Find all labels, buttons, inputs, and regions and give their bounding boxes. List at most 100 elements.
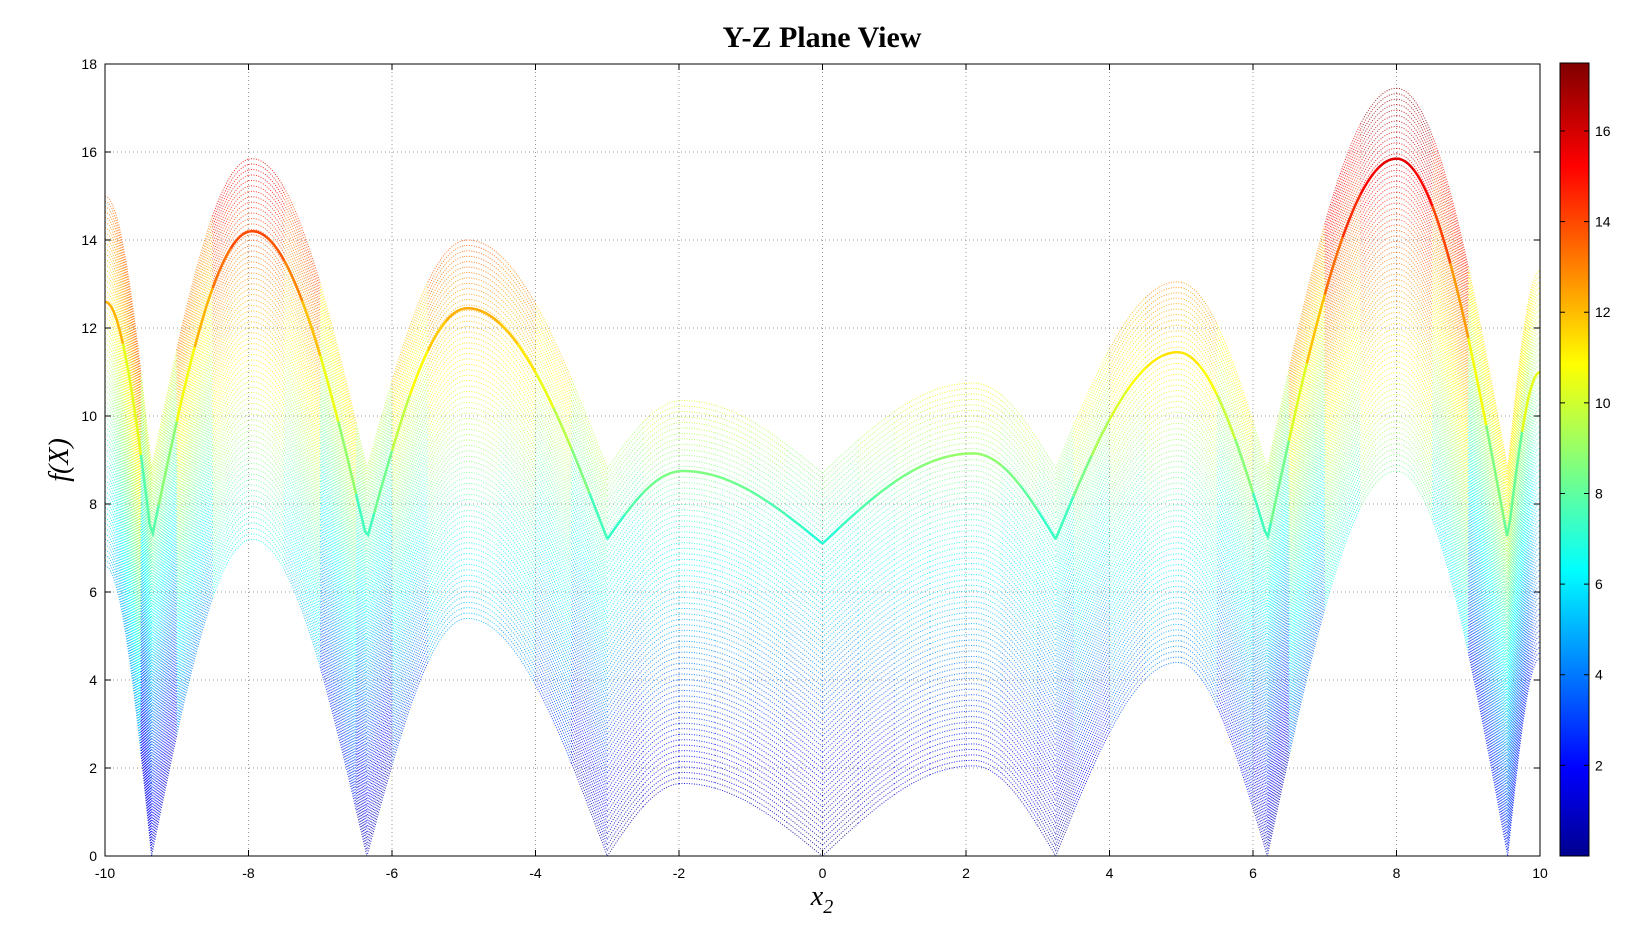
data-point-curve xyxy=(212,522,249,582)
data-point-curve xyxy=(714,678,752,695)
data-point-curve xyxy=(714,760,752,777)
middle-ridge-segment xyxy=(839,509,860,528)
data-point-curve xyxy=(1216,460,1254,561)
data-point-curve xyxy=(1001,510,1039,557)
data-point-curve xyxy=(1145,520,1182,538)
data-point-curve xyxy=(535,602,572,681)
data-point-curve xyxy=(1431,146,1469,279)
data-point-curve xyxy=(1145,362,1182,380)
middle-ridge-segment xyxy=(1144,354,1164,370)
middle-ridge-segment xyxy=(642,476,662,494)
data-point-curve xyxy=(248,206,285,238)
data-point-curve xyxy=(822,691,859,726)
data-point-curve xyxy=(391,363,429,464)
data-point-curve xyxy=(714,568,752,586)
data-point-curve xyxy=(248,245,285,276)
data-point-curve xyxy=(1001,438,1039,485)
data-point-curve xyxy=(750,770,787,796)
data-point-curve xyxy=(391,412,429,513)
data-point-curve xyxy=(606,504,644,553)
data-point-curve xyxy=(894,604,931,626)
data-point-curve xyxy=(1431,448,1469,582)
data-point-curve xyxy=(894,522,931,544)
data-point-curve xyxy=(1001,718,1039,766)
data-point-curve xyxy=(391,319,429,420)
middle-ridge-segment xyxy=(606,513,627,540)
data-point-curve xyxy=(1431,272,1469,406)
data-point-curve xyxy=(1324,140,1362,241)
data-point-curve xyxy=(965,628,1003,643)
data-point-curve xyxy=(1431,453,1469,587)
data-point-curve xyxy=(1503,298,1540,497)
data-point-curve xyxy=(427,266,464,310)
data-point-curve xyxy=(1145,395,1182,413)
data-point-curve xyxy=(894,396,931,418)
data-point-curve xyxy=(1431,179,1469,312)
data-point-curve xyxy=(1073,414,1110,493)
data-point-curve xyxy=(1431,431,1469,565)
data-point-curve xyxy=(212,512,249,571)
data-point-curve xyxy=(678,438,716,445)
data-point-curve xyxy=(463,298,500,315)
data-point-curve xyxy=(642,449,680,473)
data-point-curve xyxy=(965,459,1003,473)
data-point-curve xyxy=(1216,493,1254,594)
data-point-curve xyxy=(1288,224,1326,371)
data-point-curve xyxy=(283,242,321,339)
data-point-curve xyxy=(1503,552,1540,751)
data-point-curve xyxy=(822,751,859,786)
data-point-curve xyxy=(606,433,644,481)
data-point-curve xyxy=(1216,379,1254,478)
data-point-curve xyxy=(1431,283,1469,417)
data-point-curve xyxy=(1252,662,1290,763)
data-point-curve xyxy=(1431,294,1469,428)
data-point-curve xyxy=(894,484,931,506)
data-point-curve xyxy=(391,471,429,574)
data-point-curve xyxy=(570,669,608,763)
data-point-curve xyxy=(678,728,716,734)
data-point-curve xyxy=(105,206,142,383)
data-point-curve xyxy=(499,351,536,402)
data-point-curve xyxy=(463,336,500,353)
data-point-curve xyxy=(427,272,464,316)
data-point-curve xyxy=(570,675,608,768)
data-point-curve xyxy=(427,304,464,348)
data-point-curve xyxy=(1216,679,1254,781)
data-point-curve xyxy=(463,455,500,472)
data-point-curve xyxy=(570,625,608,718)
data-point-curve xyxy=(535,537,572,616)
data-point-curve xyxy=(965,563,1003,577)
data-point-curve xyxy=(858,706,895,736)
data-point-curve xyxy=(965,398,1003,413)
data-point-curve xyxy=(1431,398,1469,532)
data-point-curve xyxy=(1252,723,1290,823)
data-point-curve xyxy=(1181,559,1218,604)
data-point-curve xyxy=(427,261,464,305)
data-point-curve xyxy=(714,771,752,788)
data-point-curve xyxy=(283,188,321,285)
data-point-curve xyxy=(965,535,1003,550)
data-point-curve xyxy=(1288,300,1326,448)
data-point-curve xyxy=(1109,498,1146,553)
data-point-curve xyxy=(1467,355,1505,539)
data-point-curve xyxy=(212,403,249,462)
data-point-curve xyxy=(248,473,285,505)
data-point-curve xyxy=(463,617,500,635)
data-point-curve xyxy=(822,685,859,720)
data-point-curve xyxy=(535,347,572,424)
data-point-curve xyxy=(606,751,644,801)
data-point-curve xyxy=(176,493,214,631)
data-point-curve xyxy=(1073,431,1110,509)
data-point-curve xyxy=(858,755,895,786)
data-point-curve xyxy=(283,569,321,668)
data-point-curve xyxy=(140,437,178,558)
data-point-curve xyxy=(1073,540,1110,619)
data-point-curve xyxy=(391,553,429,656)
data-point-curve xyxy=(499,368,536,419)
data-point-curve xyxy=(858,493,895,523)
data-point-curve xyxy=(391,558,429,662)
data-point-curve xyxy=(248,196,285,227)
data-point-curve xyxy=(1252,496,1290,597)
data-point-curve xyxy=(822,664,859,698)
data-point-curve xyxy=(606,680,644,730)
